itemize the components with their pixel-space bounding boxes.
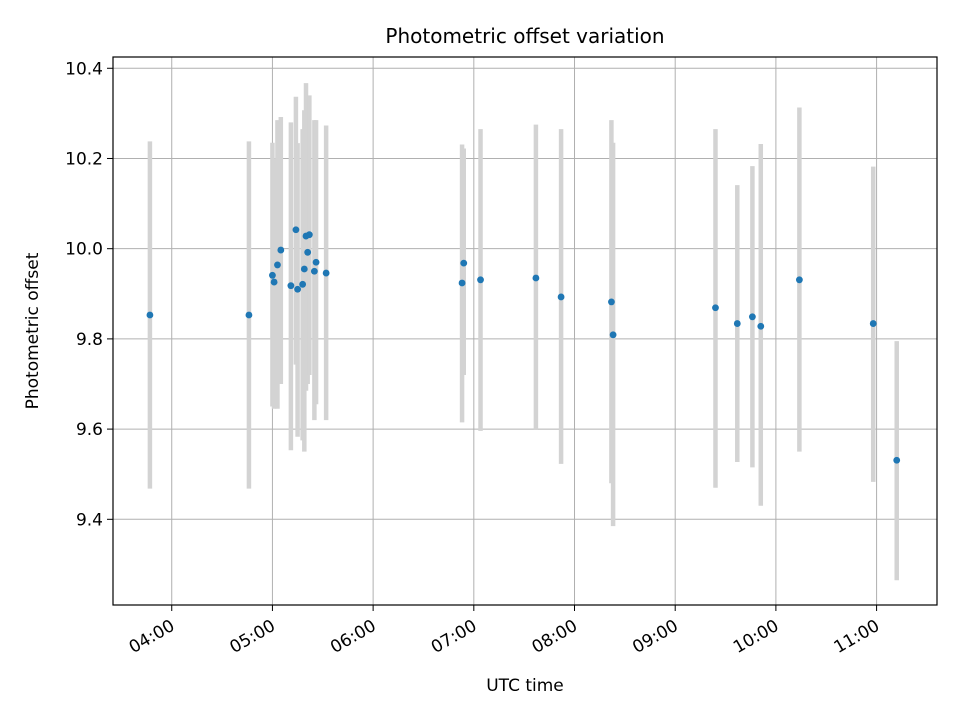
y-tick-label: 10.4 (65, 59, 103, 79)
y-tick-label: 9.4 (76, 510, 103, 530)
data-point (477, 276, 484, 284)
data-point (312, 258, 320, 266)
data-point (557, 293, 565, 301)
data-point (609, 331, 617, 339)
data-point (757, 322, 765, 330)
data-point (712, 304, 719, 312)
data-point (292, 226, 300, 234)
y-tick-label: 10.2 (65, 149, 103, 169)
data-point (322, 269, 330, 277)
data-point (748, 313, 756, 321)
data-point (146, 311, 154, 319)
y-tick-label: 10.0 (65, 240, 103, 260)
data-point (304, 248, 312, 256)
data-point (608, 298, 615, 306)
data-point (300, 265, 308, 273)
data-point (305, 231, 313, 239)
data-point (274, 261, 281, 269)
y-axis-ticks: 9.4 9.6 9.8 10.0 10.2 10.4 (65, 59, 113, 530)
data-point (458, 279, 466, 287)
data-point (245, 311, 253, 319)
data-point (460, 259, 468, 267)
data-point (310, 267, 318, 275)
data-point (270, 278, 278, 286)
data-points (146, 226, 901, 464)
data-point (294, 285, 302, 293)
data-point (277, 246, 285, 254)
plot-area-frame (112, 56, 938, 606)
data-point (287, 282, 295, 290)
data-point (269, 271, 276, 279)
x-axis-label: UTC time (486, 676, 564, 696)
data-point (733, 320, 741, 327)
y-tick-label: 9.8 (76, 330, 103, 350)
y-tick-label: 9.6 (76, 420, 103, 440)
y-axis-label: Photometric offset (23, 252, 43, 409)
data-point (893, 456, 901, 464)
chart-title: Photometric offset variation (385, 24, 664, 48)
data-point (532, 274, 540, 282)
data-point (299, 280, 307, 288)
data-point (795, 276, 803, 284)
data-point (869, 320, 877, 327)
